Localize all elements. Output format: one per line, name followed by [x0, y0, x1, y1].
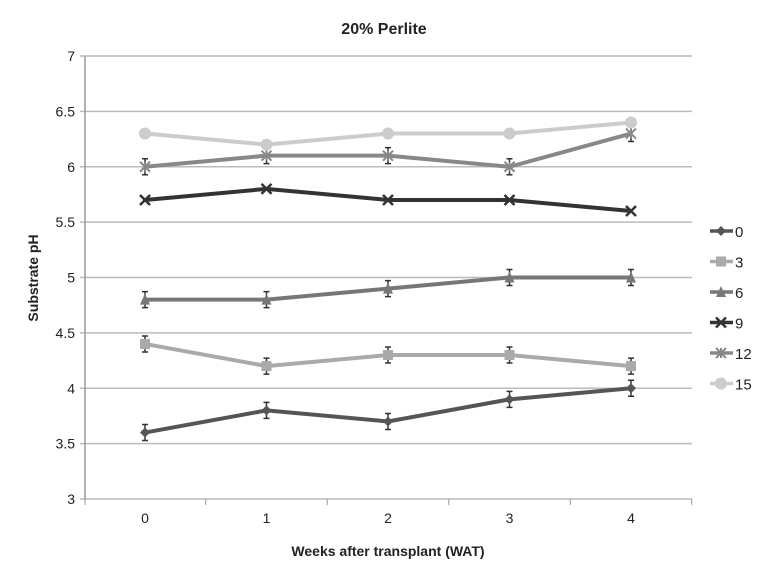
data-point — [626, 383, 636, 394]
x-tick-label: 4 — [627, 510, 635, 526]
series-12 — [139, 124, 637, 176]
data-point — [139, 194, 151, 206]
legend-item: 0 — [710, 224, 743, 241]
data-point — [260, 138, 273, 151]
series-3 — [140, 335, 636, 375]
data-point — [625, 205, 637, 217]
legend-item: 12 — [710, 346, 752, 363]
data-point — [504, 394, 515, 405]
legend-marker — [716, 226, 726, 236]
data-point — [140, 293, 150, 305]
data-point — [261, 361, 272, 372]
x-axis-label: Weeks after transplant (WAT) — [291, 543, 484, 559]
legend-item: 6 — [710, 285, 743, 302]
data-point — [504, 271, 515, 283]
data-point — [504, 350, 515, 361]
data-point — [503, 161, 516, 173]
data-point — [503, 127, 516, 140]
data-point — [140, 338, 150, 349]
data-point — [625, 116, 637, 129]
legend-marker — [715, 316, 727, 329]
y-tick-label: 6 — [67, 159, 75, 175]
legend-marker — [716, 256, 726, 267]
x-tick-label: 1 — [263, 510, 271, 526]
legend-label: 3 — [735, 255, 743, 272]
data-point — [382, 194, 394, 206]
x-tick-label: 3 — [506, 510, 514, 526]
y-tick-label: 4 — [67, 380, 75, 396]
data-point — [383, 416, 393, 427]
data-point — [383, 282, 393, 294]
series-0 — [140, 379, 636, 442]
data-point — [139, 127, 151, 140]
y-tick-label: 5 — [67, 270, 75, 286]
data-point — [139, 161, 151, 173]
y-tick-label: 4.5 — [56, 325, 76, 341]
data-point — [261, 293, 272, 305]
y-tick-label: 7 — [67, 48, 75, 64]
y-tick-label: 3 — [67, 491, 75, 507]
y-tick-label: 5.5 — [56, 214, 76, 230]
data-point — [382, 127, 394, 140]
series-15 — [139, 116, 637, 151]
legend-marker — [715, 377, 727, 390]
y-axis-label: Substrate pH — [25, 234, 41, 321]
x-tick-label: 0 — [141, 510, 149, 526]
legend-marker — [715, 347, 727, 359]
legend-label: 15 — [735, 377, 752, 394]
legend-item: 9 — [710, 316, 743, 333]
legend-label: 6 — [735, 285, 743, 302]
series-6 — [140, 268, 636, 309]
data-point — [626, 361, 636, 372]
chart-title: 20% Perlite — [341, 21, 426, 38]
legend-label: 0 — [735, 224, 743, 241]
legend-item: 15 — [710, 377, 752, 394]
data-point — [625, 127, 637, 140]
y-tick-label: 3.5 — [56, 436, 76, 452]
data-point — [626, 271, 636, 283]
legend-item: 3 — [710, 255, 743, 272]
data-point — [260, 183, 273, 195]
legend-marker — [716, 286, 726, 297]
y-tick-label: 6.5 — [56, 103, 76, 119]
series-9 — [139, 183, 637, 217]
data-point — [260, 149, 273, 162]
data-point — [503, 194, 516, 206]
data-point — [261, 405, 272, 416]
legend-label: 12 — [735, 346, 752, 363]
data-point — [382, 149, 394, 162]
legend-label: 9 — [735, 316, 743, 333]
data-point — [383, 350, 393, 361]
x-tick-label: 2 — [384, 510, 392, 526]
data-point — [140, 427, 150, 438]
